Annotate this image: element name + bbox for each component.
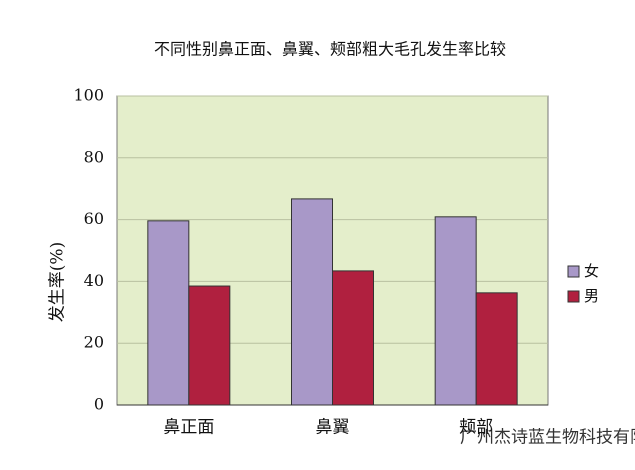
bar [434, 216, 477, 406]
x-tick-label: 鼻翼 [316, 418, 350, 438]
bar [332, 270, 374, 406]
y-tick-label: 60 [84, 209, 104, 228]
x-tick-label: 颊部 [459, 418, 493, 438]
watermark: 广州杰诗蓝生物科技有限公司 [460, 428, 635, 448]
y-tick-label: 40 [84, 271, 104, 290]
x-tick-label: 鼻正面 [163, 418, 214, 438]
legend-label: 女 [584, 262, 599, 280]
y-tick-label: 100 [73, 86, 104, 105]
legend-swatch [567, 290, 580, 303]
bar [188, 285, 231, 406]
y-axis-label: 发生率(%) [48, 242, 68, 322]
y-tick-label: 0 [94, 395, 104, 414]
y-tick-label: 80 [84, 147, 104, 166]
legend-label: 男 [584, 287, 599, 305]
y-tick-label: 20 [84, 333, 104, 352]
bar [475, 292, 518, 406]
bar [291, 198, 333, 406]
chart-title: 不同性别鼻正面、鼻翼、颊部粗大毛孔发生率比较 [154, 40, 506, 59]
bar [147, 220, 190, 406]
legend-swatch [567, 265, 580, 278]
